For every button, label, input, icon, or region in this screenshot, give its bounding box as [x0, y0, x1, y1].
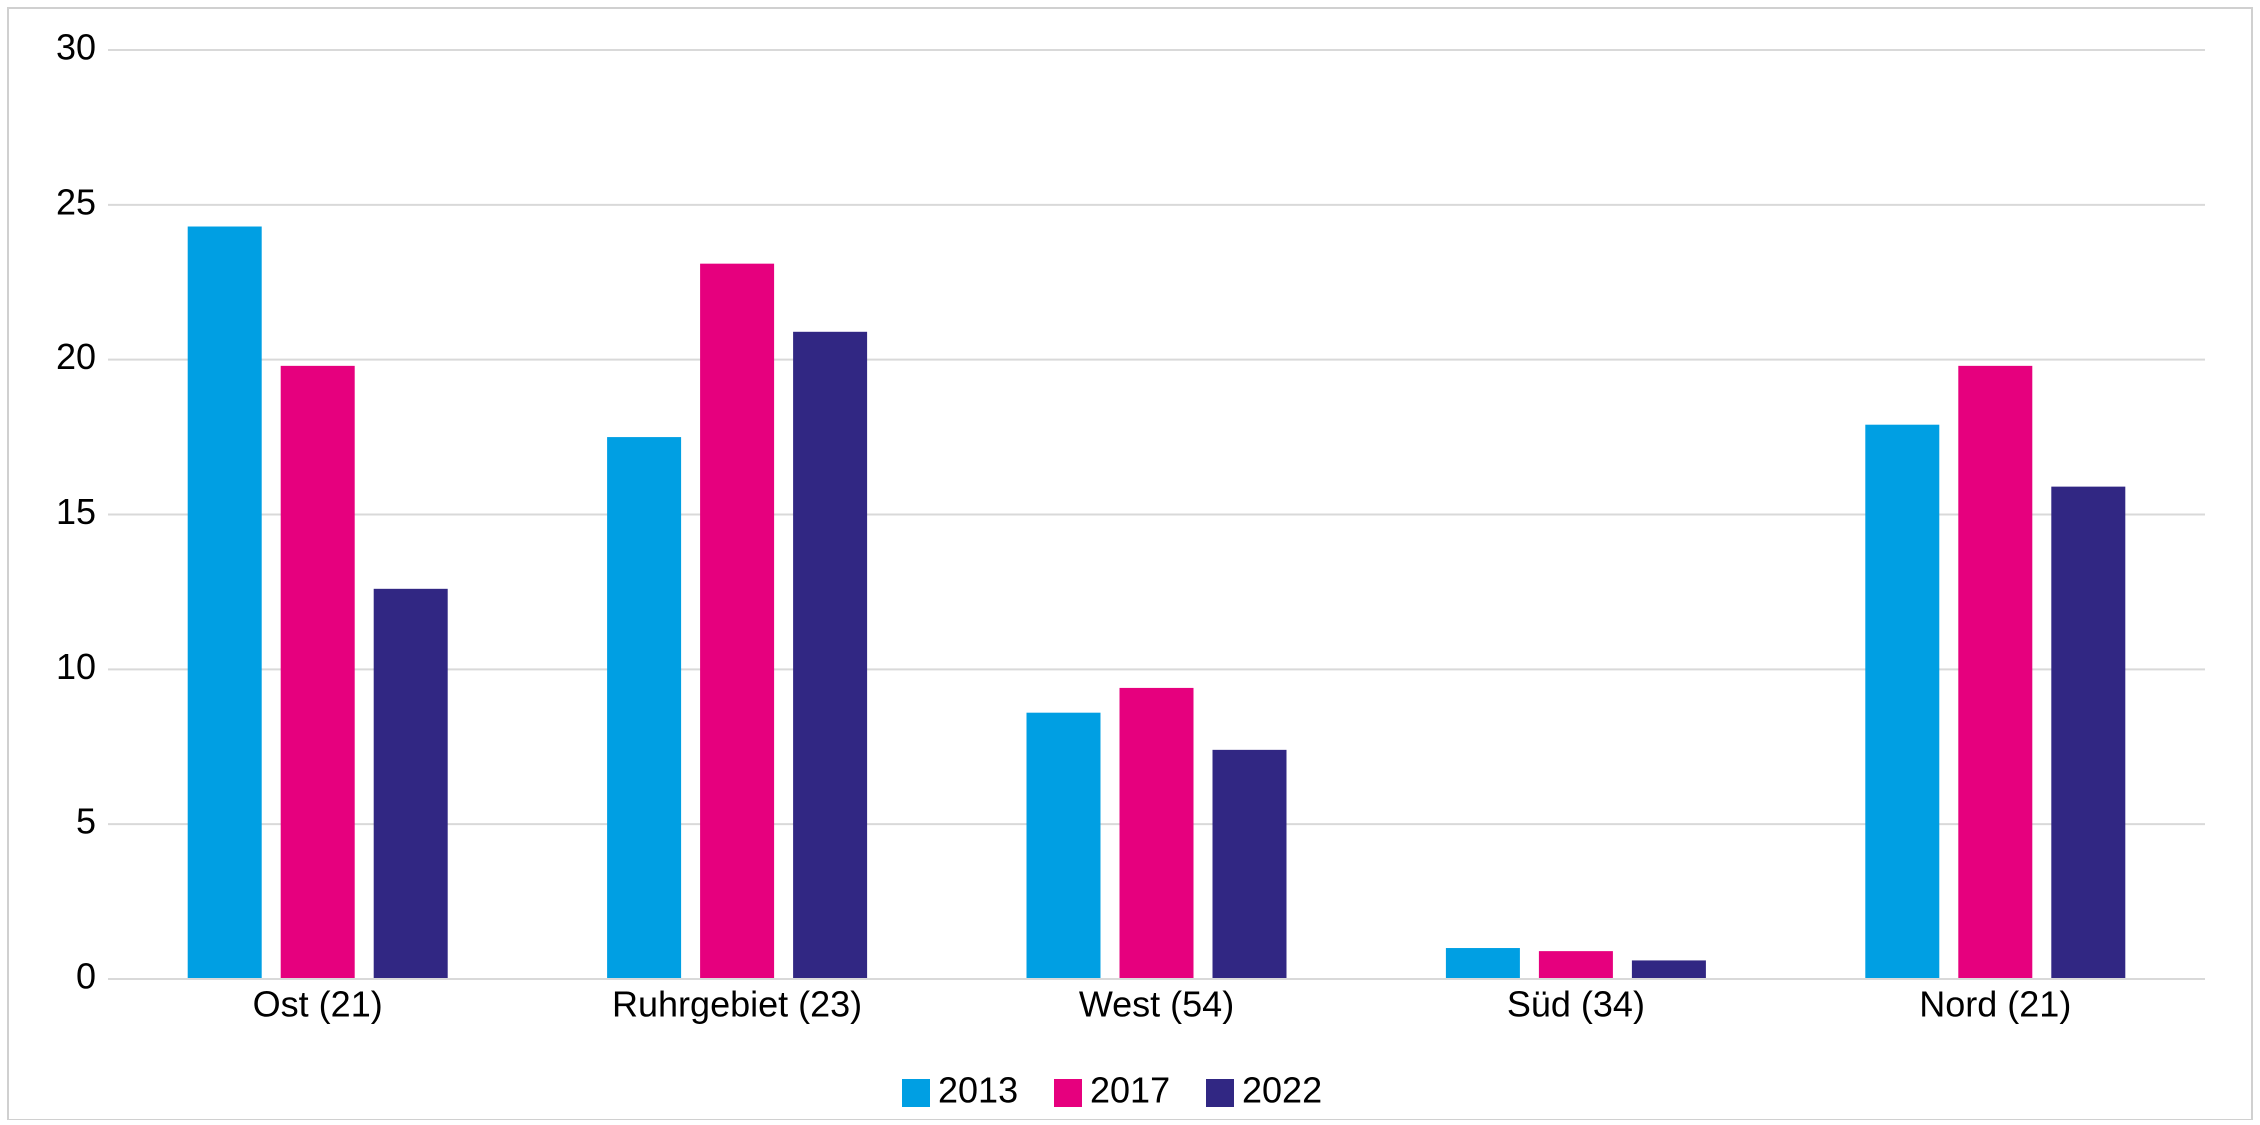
x-tick-label: Ost (21) — [253, 984, 383, 1025]
bar — [1958, 365, 2033, 979]
bar — [1212, 749, 1287, 979]
y-tick-label: 25 — [56, 181, 96, 222]
x-tick-label: Süd (34) — [1507, 984, 1645, 1025]
y-tick-label: 0 — [76, 956, 96, 997]
y-tick-label: 30 — [56, 27, 96, 68]
bar — [700, 263, 775, 979]
bar — [793, 331, 868, 980]
y-tick-label: 15 — [56, 491, 96, 532]
bar — [607, 437, 682, 979]
bar — [280, 365, 355, 979]
bar — [187, 226, 262, 979]
y-tick-label: 20 — [56, 336, 96, 377]
bar — [1026, 712, 1101, 979]
y-tick-label: 5 — [76, 801, 96, 842]
x-tick-label: Nord (21) — [1919, 984, 2071, 1025]
bar — [1538, 951, 1613, 979]
legend-swatch — [1054, 1079, 1082, 1107]
legend-label: 2013 — [938, 1070, 1018, 1111]
bar — [2051, 486, 2126, 979]
bar — [1119, 687, 1194, 979]
legend-swatch — [902, 1079, 930, 1107]
bar — [1445, 948, 1520, 979]
bar — [1631, 960, 1706, 979]
y-tick-label: 10 — [56, 646, 96, 687]
bar — [373, 588, 448, 979]
legend-label: 2017 — [1090, 1070, 1170, 1111]
legend-swatch — [1206, 1079, 1234, 1107]
x-tick-label: West (54) — [1079, 984, 1234, 1025]
legend-label: 2022 — [1242, 1070, 1322, 1111]
bar — [1865, 424, 1940, 979]
x-tick-label: Ruhrgebiet (23) — [612, 984, 862, 1025]
